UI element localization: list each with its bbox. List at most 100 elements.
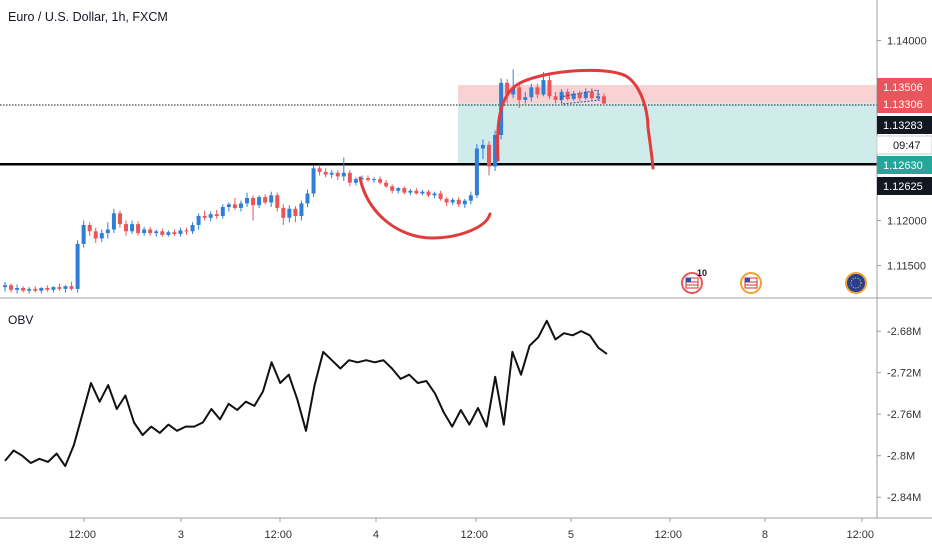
candle (281, 204, 286, 225)
time-tick-label: 4 (373, 529, 379, 541)
candle (474, 144, 479, 198)
candle (154, 229, 159, 237)
candle (57, 283, 62, 291)
candle (601, 93, 606, 106)
eu-stars-icon (850, 277, 862, 289)
candle-body (432, 193, 437, 196)
candle (414, 188, 419, 195)
candle (81, 220, 86, 248)
candle (456, 197, 461, 207)
candle-body (583, 91, 588, 99)
candle (353, 177, 358, 186)
eu-event-icon[interactable] (845, 272, 867, 294)
obv-indicator-label[interactable]: OBV (8, 313, 33, 327)
candle-body (335, 172, 340, 177)
candle (511, 69, 516, 99)
candle-body (493, 135, 498, 167)
candle-body (293, 208, 298, 216)
price-badge-label: 1.12625 (883, 181, 923, 193)
candle (329, 170, 334, 179)
candle-body (148, 229, 153, 234)
candle-body (172, 232, 177, 234)
candle (232, 198, 237, 210)
candle-body (402, 188, 407, 193)
candle-body (505, 82, 510, 95)
us-event-icon-2[interactable] (740, 272, 762, 294)
candle (75, 240, 80, 293)
red-freehand-circle (496, 68, 655, 170)
candle-body (33, 288, 38, 291)
candle (450, 198, 455, 206)
candle (263, 194, 268, 205)
candle (275, 192, 280, 212)
candle-body (299, 203, 304, 216)
candle (202, 210, 207, 221)
price-badge (876, 135, 932, 155)
price-badge-label: 09:47 (893, 140, 921, 152)
candle (9, 283, 14, 293)
candle-body (136, 224, 141, 234)
candle (372, 177, 377, 183)
chart-title: Euro / U.S. Dollar, 1h, FXCM (8, 10, 168, 24)
candle-body (232, 204, 237, 208)
candle (517, 83, 522, 108)
candle (124, 220, 128, 236)
candle-body (341, 172, 346, 177)
candle (553, 91, 558, 104)
candle (69, 281, 74, 291)
candle (130, 220, 135, 234)
candle (142, 226, 147, 236)
candle-body (208, 214, 213, 218)
candle (347, 170, 352, 187)
candle (523, 91, 528, 104)
candle-body (27, 288, 32, 291)
flag-icon (744, 277, 758, 289)
red-freehand-arc (358, 176, 492, 240)
candle (15, 284, 20, 294)
candle-body (474, 148, 479, 196)
candle-body (359, 178, 364, 180)
candle-body (601, 96, 606, 104)
candle-body (281, 207, 286, 218)
candle-body (124, 224, 128, 232)
candle-body (154, 231, 159, 234)
candle-body (257, 197, 262, 206)
candle (547, 75, 552, 99)
time-tick-label: 5 (568, 529, 574, 541)
candle-body (305, 193, 310, 204)
time-tick-label: 12:00 (461, 529, 489, 541)
candle (293, 206, 298, 223)
candle-body (384, 182, 389, 187)
time-tick-label: 12:00 (265, 529, 293, 541)
candle (93, 227, 98, 243)
candle-body (105, 229, 110, 234)
take-profit-zone[interactable] (458, 102, 877, 164)
candle (178, 227, 183, 237)
candle (269, 191, 274, 207)
flag-canton (745, 278, 750, 282)
candle-body (214, 214, 219, 216)
candle-body (589, 91, 594, 99)
candle (571, 90, 576, 101)
time-tick-label: 8 (762, 529, 768, 541)
candle-body (487, 144, 491, 167)
candle (323, 168, 328, 178)
candle-body (311, 168, 316, 194)
price-tick-label: 1.14000 (887, 36, 927, 48)
channel-pattern-drawing[interactable] (559, 89, 601, 105)
candle-body (202, 216, 207, 218)
candle-body (414, 190, 419, 194)
candle (160, 228, 165, 237)
obv-tick-label: -2.84M (887, 492, 921, 504)
candle (341, 157, 346, 181)
candle-body (287, 208, 292, 218)
candle-body (462, 200, 467, 205)
candle-body (81, 225, 86, 244)
candle-body (408, 190, 413, 193)
candle-body (372, 179, 377, 181)
us-event-icon[interactable] (681, 272, 703, 294)
candle-body (595, 96, 600, 99)
candle (117, 210, 122, 228)
